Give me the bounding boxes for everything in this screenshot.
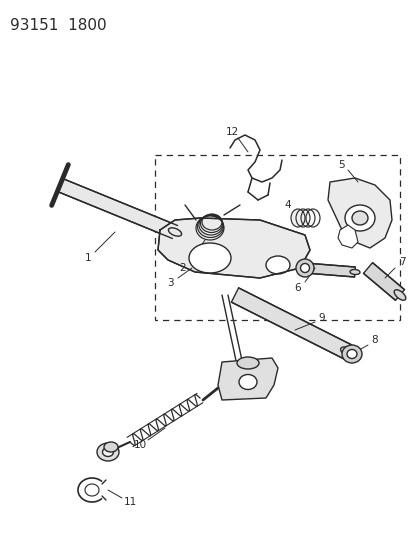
- Ellipse shape: [346, 350, 356, 359]
- Polygon shape: [337, 225, 357, 248]
- Ellipse shape: [344, 205, 374, 231]
- Text: 1: 1: [85, 253, 91, 263]
- Ellipse shape: [351, 211, 367, 225]
- Text: 4: 4: [284, 200, 291, 210]
- Polygon shape: [231, 288, 351, 359]
- Polygon shape: [363, 263, 404, 301]
- Polygon shape: [57, 179, 177, 238]
- Ellipse shape: [168, 228, 181, 236]
- Ellipse shape: [104, 442, 118, 452]
- Polygon shape: [158, 218, 309, 278]
- Polygon shape: [218, 358, 277, 400]
- Polygon shape: [327, 178, 391, 248]
- Ellipse shape: [236, 357, 259, 369]
- Ellipse shape: [290, 209, 304, 227]
- Text: 2: 2: [179, 263, 186, 273]
- Ellipse shape: [349, 270, 359, 274]
- Ellipse shape: [295, 259, 313, 277]
- Ellipse shape: [238, 375, 256, 390]
- Text: 93151  1800: 93151 1800: [10, 18, 107, 33]
- Ellipse shape: [97, 443, 119, 461]
- Ellipse shape: [266, 256, 289, 274]
- Ellipse shape: [300, 263, 309, 272]
- Ellipse shape: [189, 243, 230, 273]
- Text: 3: 3: [166, 278, 173, 288]
- Ellipse shape: [102, 448, 113, 456]
- Text: 10: 10: [133, 440, 146, 450]
- Ellipse shape: [341, 345, 361, 363]
- Text: 12: 12: [225, 127, 238, 137]
- Text: 6: 6: [294, 283, 301, 293]
- Text: 8: 8: [371, 335, 377, 345]
- Text: 7: 7: [398, 257, 404, 267]
- Ellipse shape: [393, 290, 405, 300]
- Bar: [154, 155, 399, 320]
- Polygon shape: [304, 263, 354, 277]
- Text: 9: 9: [318, 313, 325, 323]
- Ellipse shape: [340, 347, 354, 357]
- Text: 5: 5: [338, 160, 344, 170]
- Text: 11: 11: [123, 497, 136, 507]
